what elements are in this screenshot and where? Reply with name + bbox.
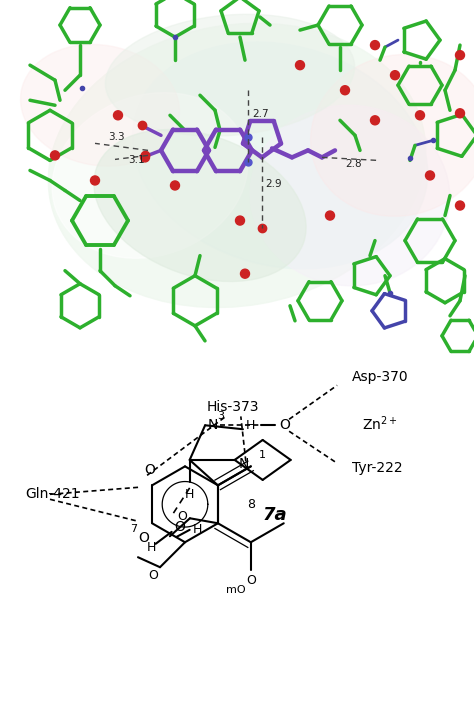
Text: His-373: His-373 bbox=[207, 400, 259, 414]
Text: Tyr-222: Tyr-222 bbox=[352, 461, 403, 475]
Ellipse shape bbox=[52, 93, 248, 258]
Ellipse shape bbox=[250, 105, 450, 286]
Circle shape bbox=[113, 111, 122, 120]
Text: mO: mO bbox=[226, 585, 246, 595]
Text: 7: 7 bbox=[130, 524, 137, 534]
Ellipse shape bbox=[132, 42, 428, 269]
Circle shape bbox=[326, 211, 335, 220]
Text: O: O bbox=[148, 569, 158, 582]
Text: 3.3: 3.3 bbox=[108, 132, 125, 142]
Text: 1: 1 bbox=[259, 450, 266, 460]
Circle shape bbox=[456, 109, 465, 118]
Text: O: O bbox=[279, 418, 290, 432]
Text: Gln-421: Gln-421 bbox=[25, 487, 80, 501]
Text: 3: 3 bbox=[217, 411, 224, 421]
Circle shape bbox=[426, 171, 435, 180]
Text: O: O bbox=[174, 520, 185, 533]
Circle shape bbox=[140, 153, 149, 162]
Text: O: O bbox=[177, 510, 187, 523]
Text: 7a: 7a bbox=[262, 506, 287, 524]
Circle shape bbox=[91, 176, 100, 185]
Circle shape bbox=[340, 86, 349, 95]
Text: N: N bbox=[207, 418, 218, 432]
Text: Zn$^{2+}$: Zn$^{2+}$ bbox=[362, 414, 398, 433]
Text: Asp-370: Asp-370 bbox=[352, 370, 409, 385]
Text: 8: 8 bbox=[247, 498, 255, 510]
Text: H: H bbox=[147, 541, 156, 554]
Text: 3.1: 3.1 bbox=[128, 155, 145, 165]
Circle shape bbox=[371, 116, 380, 125]
Circle shape bbox=[456, 201, 465, 210]
Text: O: O bbox=[139, 531, 149, 545]
Text: H: H bbox=[246, 418, 255, 432]
Circle shape bbox=[51, 151, 60, 160]
Text: H: H bbox=[193, 523, 202, 536]
Circle shape bbox=[240, 269, 249, 278]
Circle shape bbox=[295, 60, 304, 70]
Circle shape bbox=[171, 181, 180, 190]
Circle shape bbox=[391, 70, 400, 80]
Text: 2.8: 2.8 bbox=[345, 160, 362, 170]
Circle shape bbox=[456, 50, 465, 60]
Ellipse shape bbox=[20, 45, 180, 166]
Text: 2.7: 2.7 bbox=[252, 109, 269, 119]
Text: O: O bbox=[246, 574, 256, 587]
Ellipse shape bbox=[94, 129, 306, 282]
Ellipse shape bbox=[310, 55, 474, 216]
Circle shape bbox=[371, 40, 380, 50]
Ellipse shape bbox=[105, 14, 355, 136]
Circle shape bbox=[416, 111, 425, 120]
Ellipse shape bbox=[48, 23, 426, 308]
Circle shape bbox=[236, 216, 245, 225]
Text: N: N bbox=[238, 457, 249, 472]
Text: O: O bbox=[145, 463, 155, 477]
Text: H: H bbox=[185, 488, 194, 501]
Text: 2.9: 2.9 bbox=[265, 180, 282, 190]
